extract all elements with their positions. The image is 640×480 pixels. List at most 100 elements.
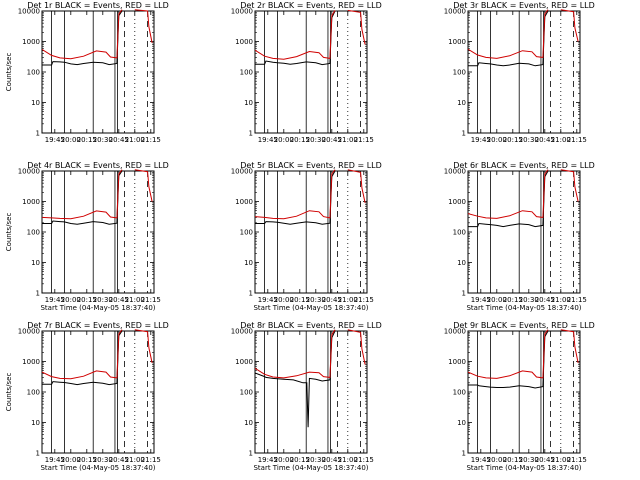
panel-title: Det 6r BLACK = Events, RED = LLD [453, 161, 595, 170]
x-tick-label: 20:00 [61, 456, 81, 464]
plot-frame [254, 330, 368, 454]
x-tick-label: 20:00 [61, 296, 81, 304]
x-tick-label: 20:15 [290, 456, 310, 464]
y-tick-label: 10 [31, 419, 40, 427]
y-tick-label: 10 [31, 99, 40, 107]
y-tick-label: 1000 [22, 198, 40, 206]
x-tick-label: 20:30 [306, 296, 326, 304]
x-tick-label: 20:30 [306, 456, 326, 464]
x-tick-label: 20:45 [322, 456, 342, 464]
y-tick-label: 1000 [22, 358, 40, 366]
x-tick-label: 20:00 [487, 456, 507, 464]
panel-1: Det 1r BLACK = Events, RED = LLD 1 10 100 10… [5, 1, 169, 144]
x-tick-label: 19:45 [258, 136, 278, 144]
lld-series-2 [347, 169, 366, 204]
lld-series-2 [134, 9, 153, 43]
panel-title: Det 7r BLACK = Events, RED = LLD [27, 321, 169, 330]
lld-series-1 [468, 169, 549, 219]
events-series-0 [468, 330, 549, 389]
y-tick-label: 10 [244, 259, 253, 267]
x-axis-title: Start Time (04-May-05 18:37:40) [466, 464, 581, 472]
x-tick-label: 21:15 [567, 456, 587, 464]
y-axis-title: Counts/sec [5, 373, 13, 412]
x-tick-label: 20:45 [535, 136, 555, 144]
y-tick-label: 10000 [231, 8, 253, 16]
x-tick-label: 20:15 [290, 136, 310, 144]
events-series-0 [468, 10, 549, 67]
lld-series-2 [134, 169, 153, 202]
x-tick-label: 20:15 [503, 456, 523, 464]
y-tick-label: 10000 [18, 168, 40, 176]
x-tick-label: 21:15 [354, 456, 374, 464]
x-tick-label: 19:45 [45, 456, 65, 464]
x-tick-label: 20:30 [93, 296, 113, 304]
lld-series-2 [347, 329, 366, 365]
x-tick-label: 19:45 [258, 296, 278, 304]
panel-2: Det 2r BLACK = Events, RED = LLD 1 10 100 10… [231, 1, 382, 144]
events-series-0 [255, 330, 336, 428]
x-tick-label: 20:15 [77, 456, 97, 464]
x-tick-label: 21:00 [551, 296, 571, 304]
x-tick-label: 20:45 [535, 456, 555, 464]
x-tick-label: 21:15 [141, 136, 161, 144]
lld-series-1 [468, 329, 549, 379]
lld-series-2 [560, 169, 579, 202]
x-tick-label: 19:45 [471, 136, 491, 144]
events-series-0 [255, 10, 336, 66]
lld-series-1 [42, 9, 123, 60]
y-tick-label: 1000 [235, 198, 253, 206]
lld-series-2 [347, 9, 366, 45]
panel-title: Det 1r BLACK = Events, RED = LLD [27, 1, 169, 10]
lld-series-2 [560, 329, 579, 363]
x-tick-label: 20:45 [535, 296, 555, 304]
panel-title: Det 5r BLACK = Events, RED = LLD [240, 161, 382, 170]
x-tick-label: 20:00 [487, 136, 507, 144]
lld-series-1 [255, 169, 336, 220]
panel-5: Det 5r BLACK = Events, RED = LLD 1 10 100 10… [231, 161, 382, 312]
x-tick-label: 20:00 [274, 456, 294, 464]
x-axis-title: Start Time (04-May-05 18:37:40) [253, 464, 368, 472]
y-tick-label: 100 [240, 389, 253, 397]
y-tick-label: 100 [27, 229, 40, 237]
x-tick-label: 21:15 [141, 456, 161, 464]
y-tick-label: 1000 [235, 38, 253, 46]
x-tick-label: 20:15 [503, 296, 523, 304]
panel-title: Det 2r BLACK = Events, RED = LLD [240, 1, 382, 10]
plot-frame [41, 170, 155, 294]
x-tick-label: 21:00 [338, 296, 358, 304]
y-tick-label: 10 [244, 99, 253, 107]
panel-title: Det 4r BLACK = Events, RED = LLD [27, 161, 169, 170]
y-tick-label: 100 [240, 69, 253, 77]
y-tick-label: 100 [240, 229, 253, 237]
x-tick-label: 20:30 [519, 456, 539, 464]
x-tick-label: 20:30 [519, 136, 539, 144]
y-tick-label: 1000 [22, 38, 40, 46]
x-tick-label: 20:15 [77, 136, 97, 144]
plot-frame [467, 10, 581, 134]
x-tick-label: 20:30 [93, 456, 113, 464]
events-series-0 [255, 170, 336, 225]
y-tick-label: 10 [457, 99, 466, 107]
lld-series-1 [42, 329, 123, 380]
y-tick-label: 1000 [448, 198, 466, 206]
y-tick-label: 1 [36, 290, 40, 298]
y-tick-label: 1000 [448, 358, 466, 366]
x-tick-label: 20:45 [322, 136, 342, 144]
x-tick-label: 21:00 [125, 136, 145, 144]
y-tick-label: 10 [457, 419, 466, 427]
lld-series-1 [255, 10, 336, 60]
x-tick-label: 20:00 [274, 136, 294, 144]
x-axis-title: Start Time (04-May-05 18:37:40) [40, 304, 155, 312]
x-tick-label: 20:00 [61, 136, 81, 144]
y-tick-label: 10000 [231, 168, 253, 176]
x-tick-label: 20:45 [109, 296, 129, 304]
y-tick-label: 100 [453, 69, 466, 77]
x-tick-label: 21:15 [354, 136, 374, 144]
x-tick-label: 20:45 [322, 296, 342, 304]
x-tick-label: 21:15 [141, 296, 161, 304]
panel-7: Det 7r BLACK = Events, RED = LLD 1 10 100 10… [5, 321, 169, 472]
x-tick-label: 20:30 [93, 136, 113, 144]
plot-frame [41, 10, 155, 134]
events-series-0 [42, 10, 123, 66]
